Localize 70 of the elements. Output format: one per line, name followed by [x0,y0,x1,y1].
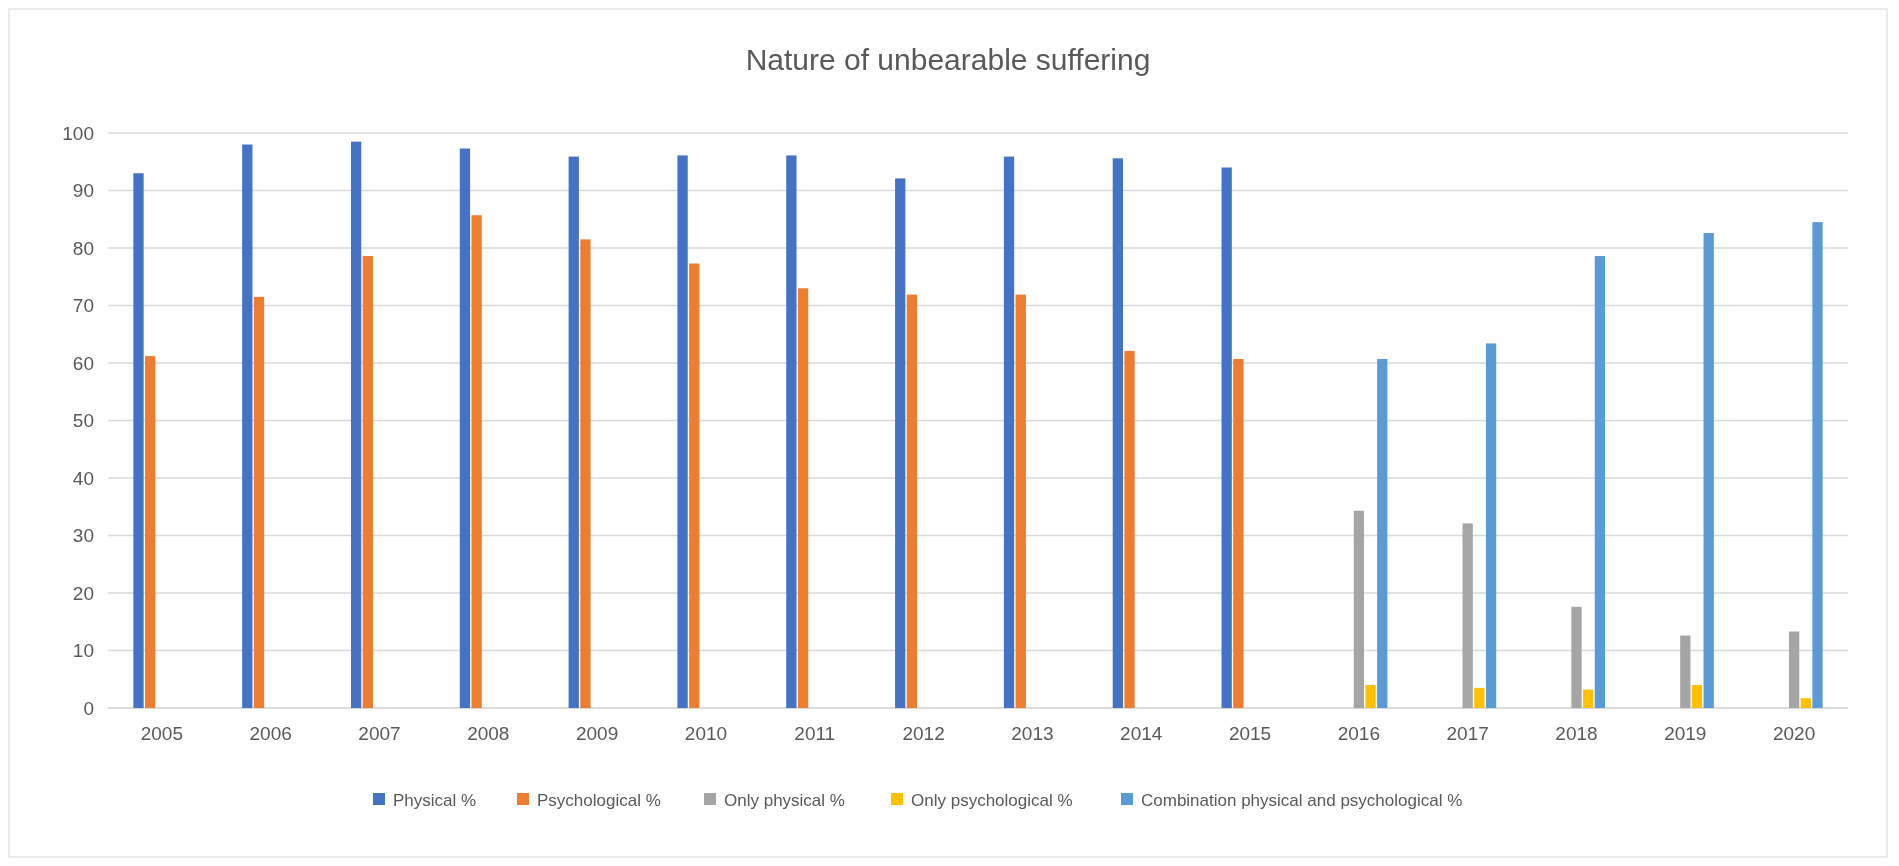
x-tick-label: 2017 [1446,723,1489,744]
bar [797,288,809,708]
bar [1583,689,1594,708]
bar [1221,167,1232,708]
y-tick-label: 10 [72,640,94,662]
y-tick-label: 50 [72,410,94,432]
bar [1003,156,1015,708]
bar [459,148,471,708]
bar [906,294,918,708]
x-tick-label: 2008 [467,723,510,744]
y-tick-label: 60 [72,352,94,374]
bar [133,173,144,708]
x-tick-label: 2010 [684,723,728,744]
x-tick-label: 2014 [1120,723,1163,744]
bar [1474,687,1485,708]
bar [1571,606,1582,708]
bar [1233,358,1244,708]
x-tick-label: 2020 [1772,723,1816,744]
bar [1788,631,1800,708]
x-tick-label: 2019 [1664,723,1707,744]
x-tick-label: 2018 [1555,723,1598,744]
x-tick-label: 2005 [140,723,184,744]
x-tick-label: 2016 [1337,723,1380,744]
legend-label: Only physical % [724,790,845,810]
bar [253,296,265,708]
y-tick-label: 40 [72,467,94,489]
y-tick-label: 20 [72,582,94,604]
bar [1800,698,1811,708]
legend-label: Psychological % [537,790,661,810]
bar [1015,294,1026,708]
y-tick-label: 30 [72,525,94,547]
bar [568,156,579,708]
bar [1112,158,1123,708]
bar [1485,343,1497,708]
y-tick-label: 80 [72,237,94,259]
bar [786,155,797,708]
bar [1124,350,1135,708]
legend-label: Only psychological % [911,790,1073,810]
x-tick-label: 2009 [576,723,619,744]
bar [580,239,591,708]
legend-label: Combination physical and psychological % [1141,790,1463,810]
bar [1377,358,1388,708]
bar [242,144,253,708]
bar [1703,233,1714,708]
bar [1462,523,1473,708]
bar [689,263,700,708]
bar [350,141,362,708]
bar [1365,685,1376,708]
bar [362,256,373,708]
chart-title: Nature of unbearable suffering [745,43,1151,76]
x-tick-label: 2015 [1228,723,1272,744]
bar [145,356,156,708]
bar [471,215,482,708]
y-tick-label: 100 [62,122,94,144]
bar [677,155,688,708]
y-tick-label: 70 [72,295,94,317]
bar [1812,222,1823,708]
bar [895,178,906,708]
bar [1594,256,1606,708]
y-tick-label: 0 [83,697,94,719]
x-tick-label: 2011 [794,723,836,744]
y-tick-label: 90 [72,180,94,202]
x-tick-label: 2012 [902,723,945,744]
x-tick-label: 2007 [358,723,401,744]
bar [1353,510,1365,708]
bar [1691,685,1703,708]
x-tick-label: 2013 [1011,723,1054,744]
legend-label: Physical % [393,790,477,810]
bar [1680,635,1691,708]
x-tick-label: 2006 [249,723,292,744]
